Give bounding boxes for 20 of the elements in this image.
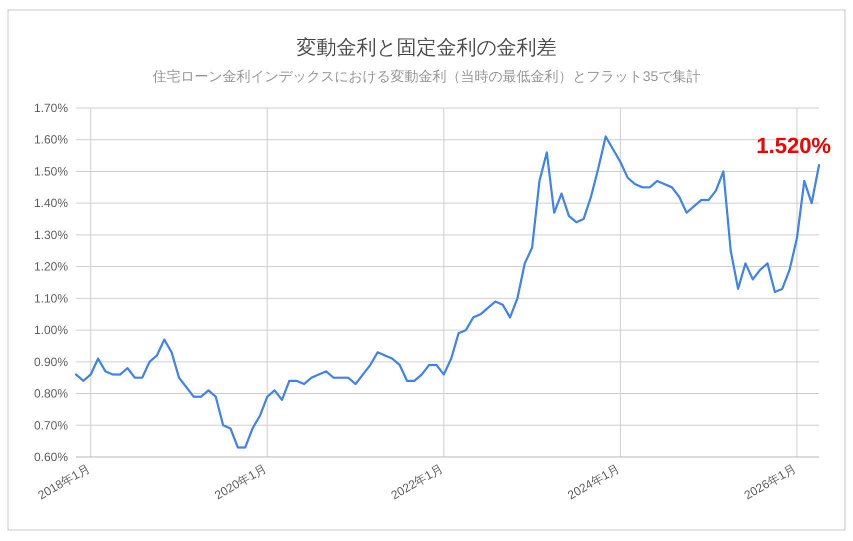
chart-title: 変動金利と固定金利の金利差 bbox=[296, 36, 556, 59]
x-tick-label: 2020年1月 bbox=[212, 461, 269, 502]
y-tick-label: 0.90% bbox=[34, 354, 68, 369]
y-tick-label: 1.40% bbox=[34, 196, 68, 210]
x-tick-label: 2018年1月 bbox=[36, 461, 92, 502]
y-tick-label: 1.50% bbox=[34, 164, 68, 178]
y-tick-label: 0.70% bbox=[34, 418, 68, 432]
x-tick-label: 2026年1月 bbox=[742, 461, 798, 502]
y-tick-label: 1.10% bbox=[34, 291, 68, 306]
y-tick-label: 0.60% bbox=[34, 450, 68, 464]
chart-subtitle: 住宅ローン金利インデックスにおける変動金利（当時の最低金利）とフラット35で集計 bbox=[152, 68, 700, 84]
y-tick-label: 1.70% bbox=[34, 101, 68, 115]
annotation: 1.520% bbox=[756, 133, 831, 158]
y-tick-label: 1.00% bbox=[34, 323, 68, 338]
y-tick-label: 0.80% bbox=[34, 386, 68, 401]
x-tick-label: 2022年1月 bbox=[388, 461, 446, 502]
x-tick-label: 2024年1月 bbox=[565, 461, 622, 502]
y-tick-label: 1.30% bbox=[34, 228, 68, 242]
y-tick-label: 1.60% bbox=[34, 132, 68, 147]
y-tick-label: 1.20% bbox=[34, 260, 68, 274]
